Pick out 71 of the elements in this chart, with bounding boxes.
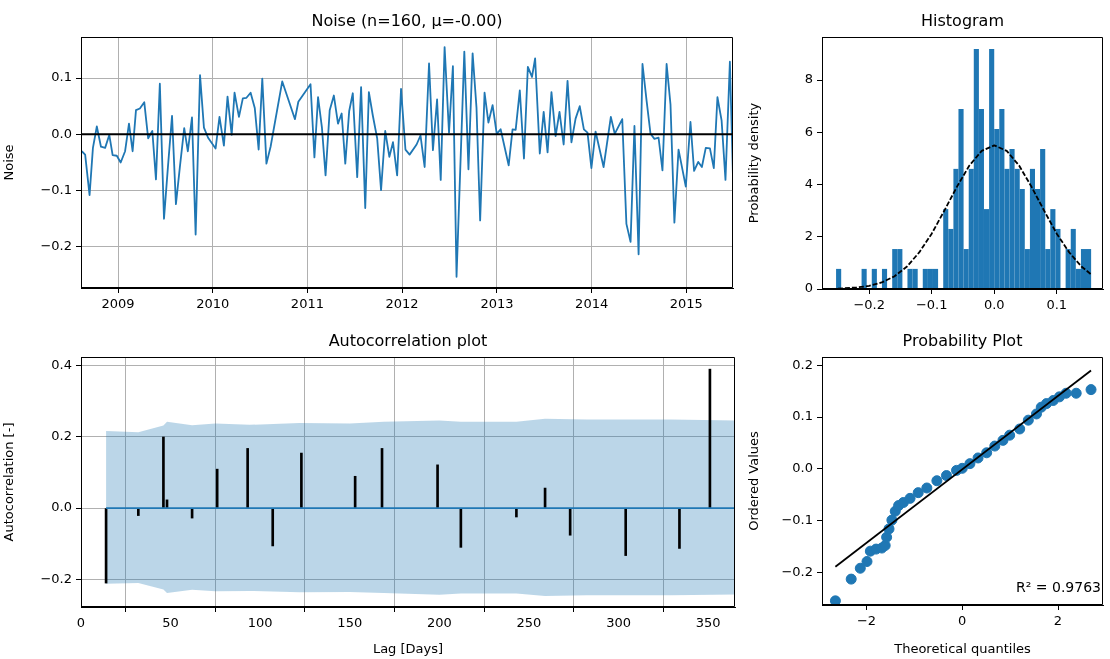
point (1070, 387, 1082, 399)
y-tick-label: 2 (804, 228, 813, 244)
x-tick-label: 100 (247, 615, 273, 631)
point (931, 475, 943, 487)
y-tick-label: 8 (804, 71, 813, 87)
y-tick-label: −0.2 (781, 563, 813, 579)
x-tick-label: 200 (426, 615, 452, 631)
y-tick-label: 0.2 (792, 356, 813, 372)
bar (624, 508, 628, 556)
x-tick-label: 2011 (290, 296, 324, 312)
chart-title: Noise (n=160, μ=-0.00) (311, 11, 503, 31)
x-tick-label: 150 (337, 615, 363, 631)
x-tick-label: −2 (856, 613, 877, 629)
bar (300, 452, 303, 508)
point (940, 470, 952, 482)
y-tick-label: 6 (804, 123, 813, 139)
bar (215, 468, 219, 508)
annotation: R² = 0.9763 (1016, 578, 1101, 595)
x-tick-label: 0 (76, 615, 86, 631)
y-tick-label: 0.0 (51, 499, 72, 515)
point (1085, 384, 1097, 396)
chart-title: Histogram (921, 11, 1004, 31)
x-tick-label: 2009 (101, 296, 135, 312)
point (829, 595, 841, 605)
x-tick-label: 2014 (575, 296, 609, 312)
x-tick-label: −0.1 (915, 297, 948, 313)
bar (271, 508, 275, 547)
y-tick-label: 0.1 (792, 408, 813, 424)
x-axis-title: Lag [Days] (372, 640, 444, 656)
x-tick-label: −0.2 (853, 297, 885, 313)
x-tick-label: 2013 (480, 296, 514, 312)
y-tick-label: 0 (804, 280, 813, 296)
x-tick-label: 300 (606, 615, 631, 631)
bar (678, 508, 681, 549)
y-tick-label: −0.1 (40, 182, 72, 198)
x-tick-label: 50 (162, 615, 179, 631)
x-tick-label: 2 (1053, 613, 1063, 629)
y-tick-label: 0.1 (51, 69, 72, 85)
point (861, 556, 873, 568)
y-tick-label: −0.2 (40, 238, 72, 254)
y-axis-title: Autocorrelation [-] (1, 422, 17, 542)
y-tick-label: 0.0 (51, 125, 72, 141)
x-tick-label: 2015 (669, 296, 703, 312)
x-tick-label: 2010 (196, 296, 230, 312)
x-axis-title: Theoretical quantiles (893, 640, 1031, 656)
point (854, 562, 866, 574)
bar (162, 436, 165, 508)
chart-title: Probability Plot (902, 331, 1023, 351)
x-tick-label: 0 (958, 613, 967, 629)
x-tick-label: 0.0 (983, 297, 1005, 313)
x-tick-label: 2012 (385, 296, 419, 312)
x-tick-label: 0.1 (1046, 297, 1068, 313)
y-tick-label: 0.2 (51, 428, 72, 444)
y-tick-label: 0.0 (792, 460, 813, 476)
point (845, 573, 857, 585)
point (921, 482, 933, 494)
y-tick-label: 0.4 (51, 356, 72, 372)
point (904, 492, 916, 504)
point (912, 487, 924, 499)
x-tick-label: 350 (695, 615, 721, 631)
bar (436, 464, 439, 508)
y-tick-label: −0.2 (40, 570, 72, 586)
x-tick-label: 250 (516, 615, 542, 631)
y-tick-label: −0.1 (781, 511, 813, 527)
y-axis-title: Noise (1, 144, 17, 181)
bar (515, 508, 518, 518)
chart-title: Autocorrelation plot (328, 331, 488, 351)
y-axis-title: Probability density (746, 102, 762, 224)
bar (246, 448, 249, 508)
y-axis-title: Ordered Values (746, 431, 762, 531)
y-tick-label: 4 (804, 175, 813, 191)
